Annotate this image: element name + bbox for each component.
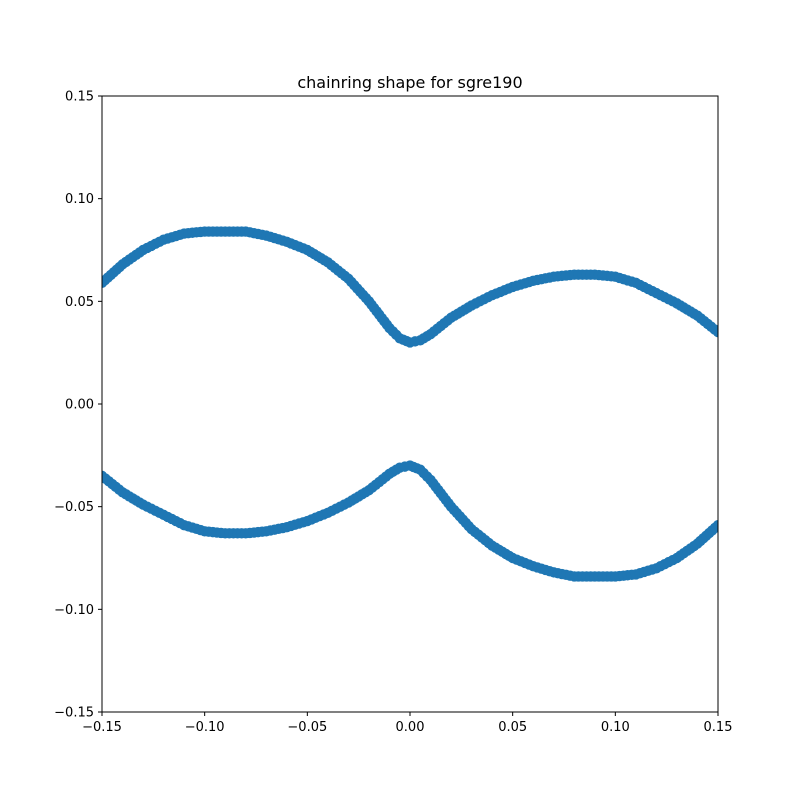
data-point [712, 326, 718, 338]
data-point [712, 519, 718, 531]
y-tick-label: −0.05 [54, 500, 94, 515]
y-tick-label: 0.00 [65, 398, 94, 413]
x-tick-label: −0.15 [82, 720, 122, 735]
data-points [102, 226, 718, 582]
x-tick-label: −0.10 [185, 720, 225, 735]
y-tick-label: 0.10 [65, 192, 94, 207]
y-tick-label: −0.15 [54, 706, 94, 721]
x-tick-label: 0.05 [498, 720, 527, 735]
x-tick-label: −0.05 [287, 720, 327, 735]
y-tick-label: 0.05 [65, 295, 94, 310]
x-tick-label: 0.00 [396, 720, 425, 735]
y-tick-label: −0.10 [54, 603, 94, 618]
x-tick-label: 0.15 [704, 720, 733, 735]
y-tick-label: 0.15 [65, 90, 94, 105]
plot-frame [101, 95, 719, 713]
x-tick-label: 0.10 [601, 720, 630, 735]
chart-title: chainring shape for sgre190 [297, 73, 522, 92]
x-axis: −0.15 −0.10 −0.05 0.00 0.05 0.10 0.15 [82, 712, 732, 735]
y-axis: −0.15 −0.10 −0.05 0.00 0.05 0.10 0.15 [54, 90, 102, 721]
